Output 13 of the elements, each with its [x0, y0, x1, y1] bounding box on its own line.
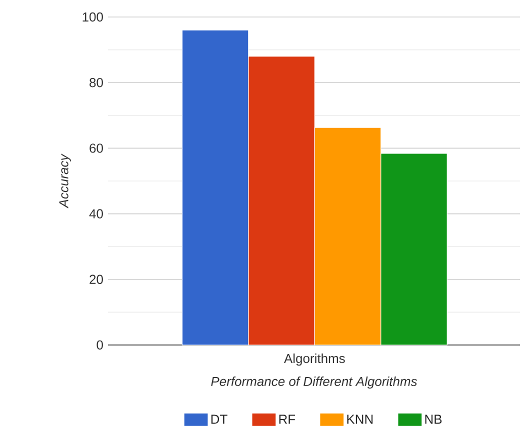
- y-tick-label: 100: [82, 12, 103, 22]
- y-tick-label: 80: [90, 78, 103, 88]
- y-tick-label: 40: [89, 209, 103, 218]
- x-tick-label: Algorithms: [284, 354, 345, 366]
- y-tick-label: 0: [96, 340, 103, 350]
- y-tick-label: 60: [90, 144, 103, 153]
- y-tick-label: 20: [90, 274, 103, 284]
- legend-label: KNN: [347, 414, 373, 424]
- y-axis-title: Accuracy: [59, 154, 71, 208]
- legend-label: RF: [279, 414, 296, 424]
- x-axis-title: Performance of Different Algorithms: [211, 376, 418, 389]
- legend-label: NB: [425, 414, 442, 424]
- legend-label: DT: [211, 414, 228, 424]
